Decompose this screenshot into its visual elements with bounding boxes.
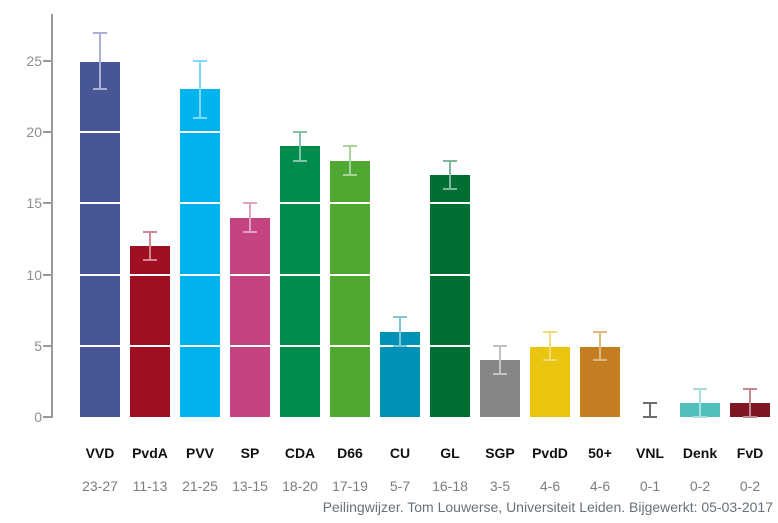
range-label-SP: 13-15 (232, 478, 268, 494)
error-bar-line-CDA (299, 132, 301, 161)
y-axis-tick-label: 5 (34, 337, 42, 354)
error-bar-cap-VNL (643, 416, 657, 418)
error-bar-cap-CDA (293, 131, 307, 134)
y-axis-tick (43, 202, 51, 205)
x-axis-label-D66: D66 (337, 445, 363, 461)
gridline (53, 202, 775, 205)
error-bar-line-VNL (649, 402, 651, 417)
error-bar-line-PvdA (149, 231, 151, 261)
y-axis-tick (43, 131, 51, 134)
error-bar-line-FvD (749, 388, 751, 417)
error-bar-line-CU (399, 317, 401, 346)
x-axis-label-PVV: PVV (185, 445, 214, 461)
error-bar-line-D66 (349, 146, 351, 175)
x-axis-label-PvdD: PvdD (532, 445, 568, 461)
bar-PvdA (130, 246, 170, 417)
error-bar-cap-VNL (643, 401, 657, 404)
error-bar-cap-FvD (743, 416, 757, 418)
error-bar-line-50+ (599, 331, 601, 361)
y-axis-tick (43, 344, 51, 347)
error-bar-cap-PvdA (143, 230, 157, 233)
error-bar-cap-GL (443, 188, 457, 191)
x-axis-label-CDA: CDA (284, 445, 316, 461)
y-axis-tick-label: 15 (26, 195, 42, 212)
range-label-PvdD: 4-6 (539, 478, 561, 494)
x-axis-label-50+: 50+ (588, 445, 612, 461)
x-axis-label-PvdA: PvdA (132, 445, 168, 461)
gridline (53, 273, 775, 276)
error-bar-cap-50+ (593, 330, 607, 333)
error-bar-cap-SGP (493, 344, 507, 347)
error-bar-cap-PvdD (543, 359, 557, 362)
error-bar-cap-Denk (693, 387, 707, 390)
error-bar-cap-Denk (693, 416, 707, 418)
y-axis-tick-label: 25 (26, 53, 42, 69)
y-axis-tick-label: 0 (34, 409, 42, 425)
error-bar-cap-VVD (93, 88, 107, 91)
error-bar-cap-50+ (593, 359, 607, 362)
range-label-PVV: 21-25 (182, 478, 218, 494)
x-axis-label-CU: CU (389, 445, 411, 461)
error-bar-cap-CU (393, 316, 407, 319)
chart-caption: Peilingwijzer. Tom Louwerse, Universitei… (322, 499, 773, 515)
range-label-VVD: 23-27 (82, 478, 118, 494)
error-bar-cap-D66 (343, 173, 357, 176)
error-bar-cap-FvD (743, 387, 757, 390)
error-bar-cap-SP (243, 230, 257, 233)
range-label-D66: 17-19 (332, 478, 368, 494)
y-axis-tick (43, 273, 51, 276)
y-axis-tick-label: 20 (26, 124, 42, 141)
y-axis-tick (43, 60, 51, 62)
range-label-FvD: 0-2 (739, 478, 761, 494)
gridline (53, 131, 775, 134)
error-bar-cap-GL (443, 159, 457, 162)
range-label-Denk: 0-2 (689, 478, 711, 494)
range-label-VNL: 0-1 (639, 478, 661, 494)
error-bar-cap-D66 (343, 145, 357, 148)
error-bar-cap-CU (393, 344, 407, 347)
error-bar-line-GL (449, 160, 451, 190)
gridline (53, 344, 775, 347)
x-axis-label-VVD: VVD (85, 445, 115, 461)
y-axis-line (51, 14, 53, 418)
bar-PVV (180, 89, 220, 417)
error-bar-line-PVV (199, 61, 201, 118)
range-label-PvdA: 11-13 (132, 478, 168, 494)
x-axis-label-GL: GL (440, 445, 460, 461)
error-bar-line-SP (249, 203, 251, 232)
bar-VVD (80, 61, 120, 417)
gridline (53, 60, 775, 62)
range-label-GL: 16-18 (432, 478, 468, 494)
error-bar-line-VVD (99, 32, 101, 90)
error-bar-cap-PvdD (543, 330, 557, 333)
range-label-CDA: 18-20 (282, 478, 318, 494)
error-bar-cap-PVV (193, 60, 207, 62)
error-bar-cap-CDA (293, 159, 307, 162)
x-axis-label-FvD: FvD (736, 445, 764, 461)
x-axis-label-VNL: VNL (636, 445, 664, 461)
bar-SP (230, 217, 270, 417)
error-bar-cap-PvdA (143, 259, 157, 262)
y-axis-tick (43, 416, 51, 418)
bar-D66 (330, 160, 370, 417)
bar-GL (430, 174, 470, 417)
error-bar-line-PvdD (549, 331, 551, 361)
range-label-CU: 5-7 (389, 478, 411, 494)
error-bar-line-Denk (699, 388, 701, 417)
x-axis-label-SGP: SGP (485, 445, 515, 461)
range-label-SGP: 3-5 (489, 478, 511, 494)
x-axis-label-SP: SP (240, 445, 260, 461)
error-bar-cap-SP (243, 202, 257, 205)
bar-CDA (280, 146, 320, 417)
error-bar-cap-PVV (193, 116, 207, 119)
y-axis-tick-label: 10 (26, 266, 42, 283)
error-bar-cap-SGP (493, 373, 507, 376)
error-bar-line-SGP (499, 345, 501, 375)
x-axis-label-Denk: Denk (682, 445, 718, 461)
error-bar-cap-VVD (93, 31, 107, 34)
range-label-50+: 4-6 (589, 478, 611, 494)
